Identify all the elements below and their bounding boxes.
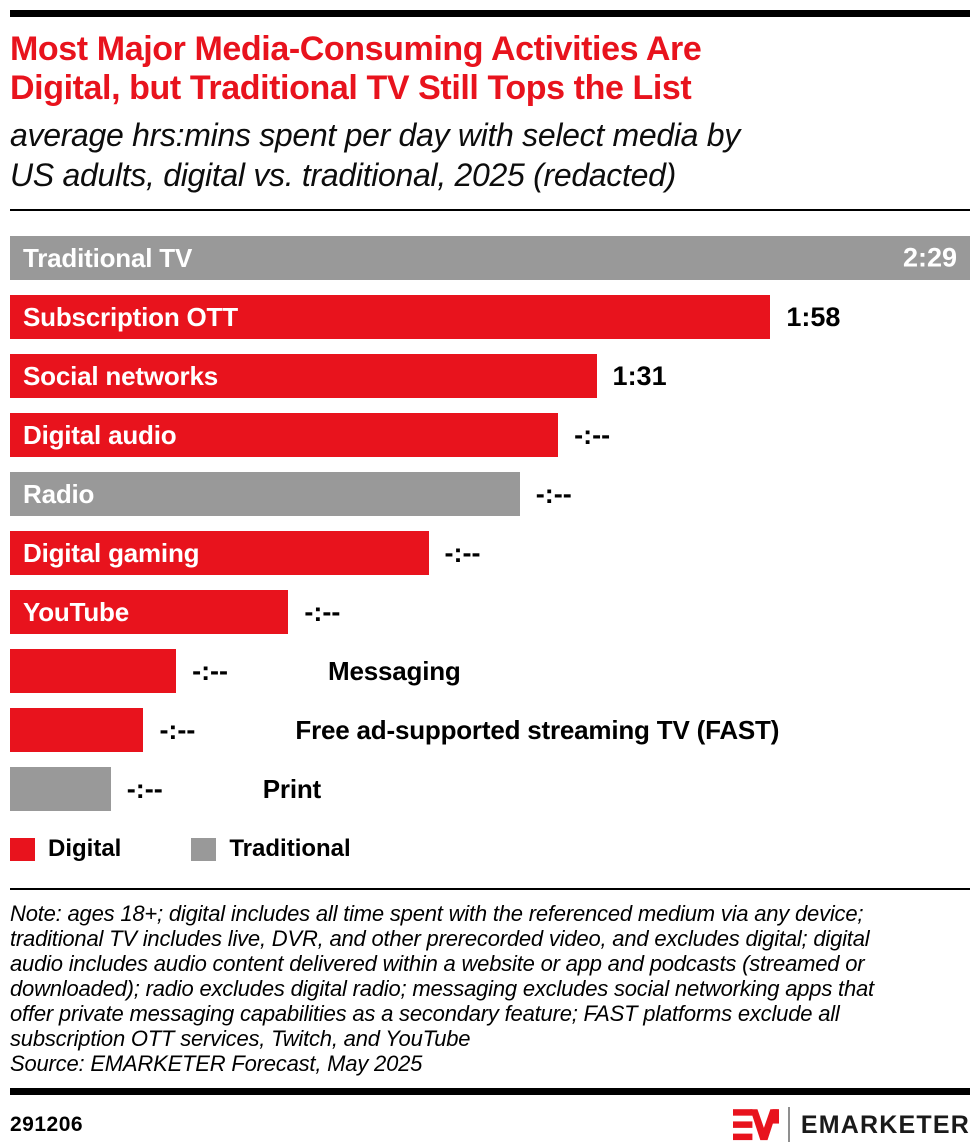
chart-subtitle-line-2: US adults, digital vs. traditional, 2025… <box>10 157 676 193</box>
brand-lockup: EMARKETER <box>732 1105 970 1142</box>
footer-divider <box>10 1088 970 1095</box>
bar-value-label: 2:29 <box>902 242 957 273</box>
bar <box>10 767 111 811</box>
chart-title-line-1: Most Major Media-Consuming Activities Ar… <box>10 30 702 68</box>
bar: Digital audio <box>10 413 559 457</box>
bar-row: YouTube -:-- <box>10 590 970 634</box>
bar-row: Subscription OTT 1:58 <box>10 295 970 339</box>
header-divider <box>10 209 970 211</box>
emarketer-logo-icon <box>732 1109 779 1141</box>
bar-row: Traditional TV 2:29 <box>10 236 970 280</box>
chart-subtitle-line-1: average hrs:mins spent per day with sele… <box>10 117 740 153</box>
bar-category-label: Traditional TV <box>23 242 193 273</box>
bar-category-label: Digital gaming <box>23 537 200 568</box>
source-text: Source: EMARKETER Forecast, May 2025 <box>10 1051 423 1076</box>
bar-row: Digital audio -:-- <box>10 413 970 457</box>
bar: YouTube <box>10 590 289 634</box>
bar-category-label: Digital audio <box>23 419 177 450</box>
bar-row: Radio -:-- <box>10 472 970 516</box>
bar: Social networks <box>10 354 597 398</box>
note-line: Note: ages 18+; digital includes all tim… <box>10 901 864 926</box>
bar-category-label: YouTube <box>23 596 129 627</box>
chart-id: 291206 <box>10 1113 84 1136</box>
bar-row: Digital gaming -:-- <box>10 531 970 575</box>
bar-chart: Traditional TV 2:29 Subscription OTT 1:58 So… <box>10 236 970 811</box>
bar-category-label: Social networks <box>23 360 218 391</box>
bar-value-label: -:-- <box>304 596 341 627</box>
note-divider <box>10 888 970 890</box>
note-line: subscription OTT services, Twitch, and Y… <box>10 1026 471 1051</box>
legend-item: Traditional <box>191 835 351 863</box>
legend-item: Digital <box>10 835 121 863</box>
note-line: traditional TV includes live, DVR, and o… <box>10 926 870 951</box>
note-line: offer private messaging capabilities as … <box>10 1001 840 1026</box>
bar-value-label: -:-- <box>126 773 163 804</box>
brand-wordmark: EMARKETER <box>800 1110 970 1139</box>
legend-label: Digital <box>48 835 122 862</box>
bar-row: -:-- Print <box>10 767 970 811</box>
chart-title: Most Major Media-Consuming Activities Ar… <box>10 30 970 108</box>
note-line: audio includes audio content delivered w… <box>10 951 865 976</box>
bar-row: -:-- Messaging <box>10 649 970 693</box>
bar-category-label: Messaging <box>328 655 461 686</box>
bar-row: Social networks 1:31 <box>10 354 970 398</box>
bar <box>10 649 177 693</box>
legend-swatch <box>191 837 217 861</box>
chart-title-line-2: Digital, but Traditional TV Still Tops t… <box>10 69 692 107</box>
bar <box>10 708 144 752</box>
bar: Traditional TV 2:29 <box>10 236 970 280</box>
footer: 291206 EMARKETER <box>10 1105 970 1142</box>
legend: Digital Traditional <box>10 835 970 863</box>
bar-value-label: -:-- <box>159 714 196 745</box>
legend-label: Traditional <box>229 835 351 862</box>
chart-subtitle: average hrs:mins spent per day with sele… <box>10 115 970 195</box>
bar-category-label: Radio <box>23 478 95 509</box>
bar-category-label: Subscription OTT <box>23 301 238 332</box>
bar-value-label: 1:58 <box>786 301 841 332</box>
bar-value-label: -:-- <box>444 537 481 568</box>
bar-value-label: -:-- <box>192 655 229 686</box>
bar-value-label: -:-- <box>535 478 572 509</box>
brand-divider <box>787 1107 790 1142</box>
note-text: Note: ages 18+; digital includes all tim… <box>10 901 970 1076</box>
bar-category-label: Free ad-supported streaming TV (FAST) <box>295 714 780 745</box>
bar-row: -:-- Free ad-supported streaming TV (FAST… <box>10 708 970 752</box>
bar: Digital gaming <box>10 531 429 575</box>
bar: Radio <box>10 472 520 516</box>
bar-value-label: -:-- <box>574 419 611 450</box>
note-line: downloaded); radio excludes digital radi… <box>10 976 874 1001</box>
bar: Subscription OTT <box>10 295 771 339</box>
bar-category-label: Print <box>262 773 321 804</box>
top-divider <box>10 10 970 17</box>
bar-value-label: 1:31 <box>612 360 667 391</box>
legend-swatch <box>10 837 35 861</box>
